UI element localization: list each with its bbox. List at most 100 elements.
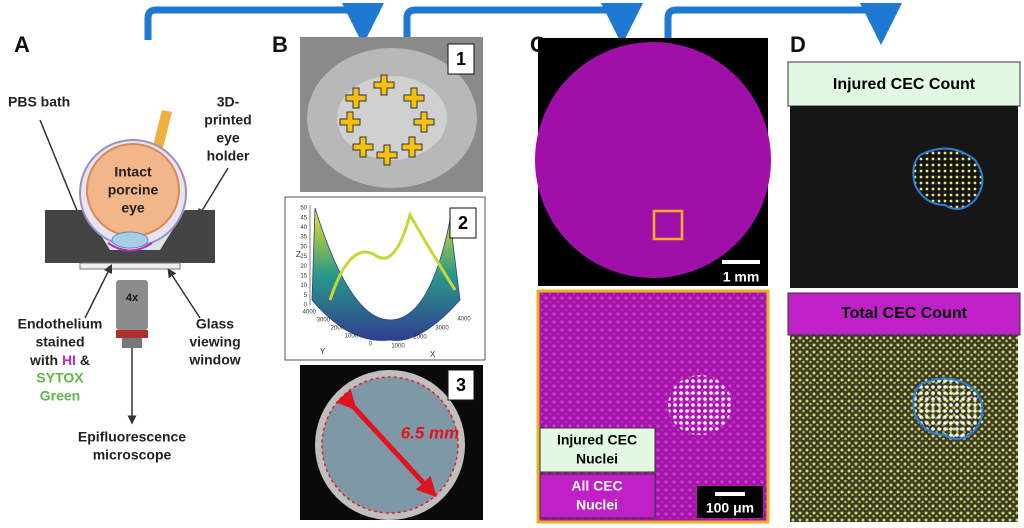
label: Intact: [114, 164, 152, 180]
label: porcine: [108, 182, 159, 198]
label: Glass: [196, 316, 234, 332]
tick-label: 45: [300, 215, 307, 221]
objective-label: 4x: [126, 292, 139, 304]
tick-label: 4000: [303, 310, 317, 316]
label: PBS bath: [8, 94, 70, 110]
label: with HI &: [29, 352, 90, 368]
legend-label: Nuclei: [576, 497, 618, 513]
diameter-arrow: [335, 388, 437, 498]
tick-label: 0: [304, 303, 308, 309]
title-box: [787, 61, 1021, 107]
label: printed: [204, 112, 251, 128]
objective: [116, 280, 148, 330]
label: SYTOX: [36, 370, 84, 386]
workflow-arrows: [144, 3, 902, 45]
label-group: Intact porcine eye: [108, 164, 159, 216]
label: window: [188, 352, 240, 368]
legend-box: [539, 427, 656, 473]
zoom-box: [652, 209, 684, 241]
tick-label: 35: [300, 235, 307, 241]
tick-label: 25: [300, 254, 307, 260]
cornea: [111, 231, 149, 249]
inset-box: [447, 43, 475, 75]
inset-box: [449, 207, 477, 239]
panel-label: D: [790, 32, 806, 57]
legend-label: Injured CEC: [557, 432, 637, 448]
axis-label: Z: [296, 250, 301, 259]
label: eye: [121, 200, 145, 216]
scale-label: 1 mm: [723, 269, 760, 285]
inset-label: 3: [456, 375, 466, 395]
eye-holder: [45, 210, 215, 263]
title: Total CEC Count: [841, 305, 968, 322]
pointer: [84, 263, 113, 319]
label: holder: [207, 148, 250, 164]
injured-region: [912, 147, 984, 210]
injured-region: [912, 377, 984, 440]
label: microscope: [93, 447, 172, 463]
label: Epifluorescence: [78, 429, 186, 445]
tick-label: 5: [304, 293, 308, 299]
x-ticks: 1000 2000 3000 4000: [391, 317, 471, 350]
label: eye: [216, 130, 240, 146]
surface: [311, 207, 461, 341]
tick-label: 3000: [435, 326, 449, 332]
title: Injured CEC Count: [833, 76, 976, 93]
tick-label: 20: [300, 264, 307, 270]
total-image: [790, 335, 1018, 522]
inset-label: 2: [458, 213, 468, 233]
label: with: [29, 352, 58, 368]
tick-label: 10: [300, 283, 307, 289]
pointer: [39, 119, 83, 223]
scale-box: [697, 486, 763, 518]
tick-label: 3000: [317, 318, 331, 324]
cornea-fluorescence: [535, 42, 771, 278]
label: Green: [40, 388, 80, 404]
label: &: [80, 352, 90, 368]
glass-window: [79, 262, 181, 270]
panel-label: B: [272, 32, 288, 57]
label: stained: [35, 334, 84, 350]
legend-box: [539, 473, 656, 519]
focus-markers: [339, 74, 435, 166]
axis-label: X: [430, 350, 436, 359]
axis-label: Y: [320, 347, 326, 356]
objective-tip: [122, 338, 142, 348]
label: Endothelium: [18, 316, 103, 332]
pointer: [167, 268, 201, 319]
tick-label: 40: [300, 225, 307, 231]
tick-label: 30: [300, 244, 307, 250]
legend-label: Nuclei: [576, 451, 618, 467]
tick-label: 4000: [457, 317, 471, 323]
label-group: 3D- printed eye holder: [204, 94, 251, 164]
endothelium: [107, 242, 153, 252]
tick-label: 0: [369, 342, 373, 348]
tick-label: 2000: [413, 335, 427, 341]
tick-label: 1000: [391, 344, 405, 350]
inset-box: [447, 369, 475, 401]
scale-label: 100 μm: [706, 500, 754, 516]
label-group: Endothelium stained with HI & SYTOX Gree…: [18, 316, 241, 463]
surface-ridge: [328, 211, 457, 301]
tick-label: 15: [300, 273, 307, 279]
optic-nerve: [152, 110, 172, 152]
label: 3D-: [217, 94, 240, 110]
pointer: [197, 167, 229, 218]
objective-band: [116, 330, 148, 338]
injured-cells: [668, 375, 732, 435]
tick-label: 2000: [331, 326, 345, 332]
inset-label: 1: [456, 49, 466, 69]
tick-label: 50: [300, 206, 307, 212]
diameter-label: 6.5 mm: [401, 423, 460, 442]
title-box: [787, 292, 1021, 336]
label: viewing: [189, 334, 240, 350]
legend-label: All CEC: [571, 478, 622, 494]
z-ticks: 0 5 10 15 20 25 30 35 40 45 50: [300, 206, 307, 309]
panel-label: A: [14, 32, 30, 57]
tick-label: 1000: [345, 334, 359, 340]
injured-image: [790, 106, 1018, 288]
label: HI: [62, 352, 76, 368]
